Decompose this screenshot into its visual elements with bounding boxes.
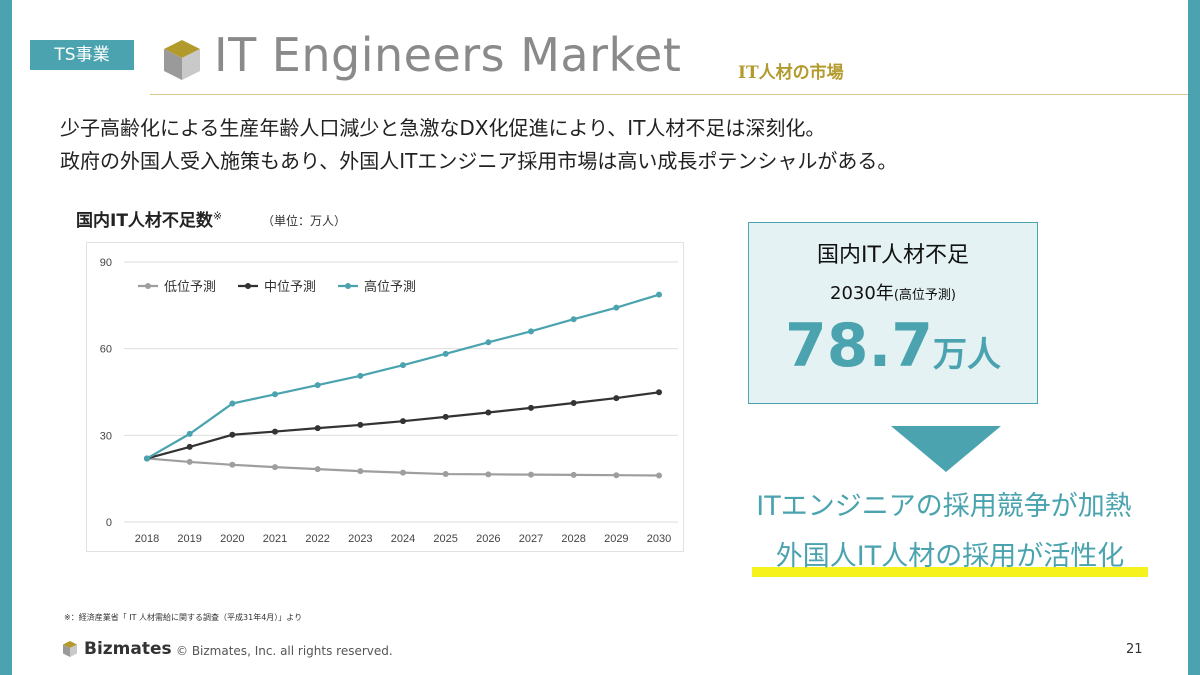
legend-marker xyxy=(145,283,151,289)
series-point xyxy=(570,399,577,406)
y-tick-label: 90 xyxy=(100,257,112,269)
x-tick-label: 2018 xyxy=(135,533,159,545)
page-subtitle: IT人材の市場 xyxy=(738,63,844,83)
chart-title-mark: ※ xyxy=(212,209,223,223)
series-point xyxy=(272,464,278,471)
footer-cube-icon xyxy=(63,641,77,657)
lead-line-1: 少子高齢化による生産年齢人口減少と急激なDX化促進により、IT人材不足は深刻化。 xyxy=(60,116,826,140)
cube-logo-icon xyxy=(164,40,200,80)
box-title: 国内IT人材不足 xyxy=(817,243,969,268)
series-point xyxy=(528,404,534,411)
box-value-number: 78.7 xyxy=(784,311,934,381)
legend-label: 中位予測 xyxy=(264,280,316,295)
box-year: 2030年(高位予測) xyxy=(749,279,1037,305)
x-tick-label: 2026 xyxy=(476,533,500,545)
series-point xyxy=(613,472,620,479)
series-point xyxy=(314,425,321,432)
series-point xyxy=(613,304,620,311)
footer-brand: Bizmates xyxy=(84,639,172,659)
series-point xyxy=(229,431,236,438)
series-point xyxy=(144,455,150,462)
box-year-text: 2030年 xyxy=(830,283,894,304)
y-tick-label: 30 xyxy=(100,430,112,442)
conclusion-line-1: ITエンジニアの採用競争が加熱 xyxy=(756,491,1132,522)
series-line xyxy=(146,293,660,460)
box-value: 78.7万人 xyxy=(749,311,1037,381)
lead-line-2: 政府の外国人受入施策もあり、外国人ITエンジニア採用市場は高い成長ポテンシャルが… xyxy=(60,149,898,173)
series-point xyxy=(186,443,193,450)
series-point xyxy=(186,458,193,465)
right-accent-bar xyxy=(1188,0,1200,675)
conclusion-highlight xyxy=(752,567,1148,577)
chart-title: 国内IT人材不足数※ xyxy=(76,206,222,231)
legend-label: 高位予測 xyxy=(364,279,416,295)
series-point xyxy=(314,382,321,389)
series-point xyxy=(442,471,449,478)
series-point xyxy=(400,469,406,476)
box-value-unit: 万人 xyxy=(933,335,1002,375)
page-number: 21 xyxy=(1126,642,1143,657)
series-point xyxy=(442,413,449,420)
x-tick-label: 2019 xyxy=(177,533,201,545)
series-point xyxy=(272,391,278,398)
series-point xyxy=(357,372,364,379)
title-divider xyxy=(150,94,1188,95)
chart-title-text: 国内IT人材不足数 xyxy=(76,211,213,231)
series-point xyxy=(186,430,193,437)
line-chart: 0 30 60 90 2018 2019 2020 2021 2022 2023 2024 2025 2… xyxy=(100,257,678,545)
x-tick-label: 2021 xyxy=(263,533,287,545)
series-point xyxy=(656,472,662,479)
series-point xyxy=(570,471,577,478)
conclusion-line-2: 外国人IT人材の採用が活性化 xyxy=(775,541,1125,572)
series-point xyxy=(400,418,406,425)
series-point xyxy=(314,466,321,473)
x-tick-label: 2027 xyxy=(519,533,543,545)
series-point xyxy=(485,339,492,346)
left-accent-bar xyxy=(0,0,12,675)
series-point xyxy=(570,316,577,323)
page-title: IT Engineers Market xyxy=(214,28,682,82)
series-point xyxy=(357,468,364,475)
series-point xyxy=(485,409,492,416)
series-point xyxy=(528,471,534,478)
series-point xyxy=(613,395,620,402)
x-tick-label: 2022 xyxy=(305,533,329,545)
series-point xyxy=(272,428,278,435)
x-tick-label: 2028 xyxy=(561,533,585,545)
highlight-box: 国内IT人材不足 2030年(高位予測) 78.7万人 xyxy=(748,222,1038,404)
source-footnote: ※：経済産業省「 IT 人材需給に関する調査（平成31年4月）」より xyxy=(64,613,303,622)
series-point xyxy=(656,291,662,298)
series-line xyxy=(146,391,660,460)
series-point xyxy=(357,421,364,428)
series-point xyxy=(485,471,492,478)
x-tick-label: 2025 xyxy=(433,533,457,545)
series-point xyxy=(229,400,236,407)
section-tag: TS事業 xyxy=(30,40,134,70)
x-tick-label: 2020 xyxy=(220,533,244,545)
x-tick-label: 2030 xyxy=(647,533,671,545)
legend-label: 低位予測 xyxy=(164,280,216,295)
series-point xyxy=(442,350,449,357)
footer-copyright: © Bizmates, Inc. all rights reserved. xyxy=(176,644,393,658)
series-point xyxy=(229,461,236,468)
legend-marker xyxy=(245,283,251,289)
x-tick-label: 2024 xyxy=(391,533,415,545)
y-tick-label: 0 xyxy=(106,517,112,529)
box-year-note: (高位予測) xyxy=(893,288,956,303)
y-tick-label: 60 xyxy=(100,344,112,356)
series-point xyxy=(656,389,662,396)
legend-marker xyxy=(345,283,351,289)
x-tick-label: 2029 xyxy=(604,533,628,545)
chart-unit: （単位：万人） xyxy=(262,214,347,228)
chart-frame xyxy=(86,242,684,552)
x-tick-label: 2023 xyxy=(348,533,372,545)
series-point xyxy=(528,328,534,335)
series-point xyxy=(400,362,406,369)
down-arrow-icon xyxy=(891,426,1001,472)
